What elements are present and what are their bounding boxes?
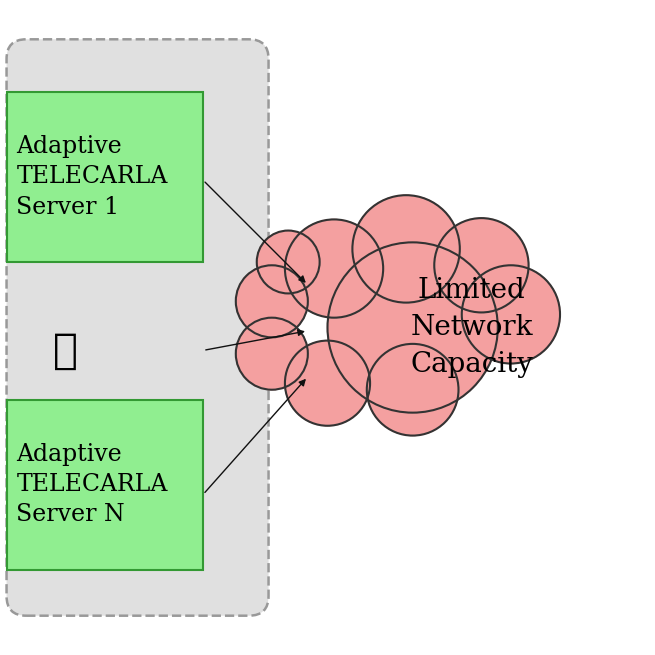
Circle shape (328, 242, 498, 413)
Circle shape (434, 218, 529, 312)
Circle shape (236, 318, 308, 390)
Text: Limited
Network
Capacity: Limited Network Capacity (410, 276, 533, 379)
Circle shape (236, 265, 308, 337)
Circle shape (352, 195, 460, 303)
Text: Adaptive
TELECARLA
Server N: Adaptive TELECARLA Server N (16, 443, 168, 527)
Circle shape (257, 231, 320, 293)
FancyBboxPatch shape (7, 400, 203, 570)
Circle shape (462, 265, 560, 364)
Circle shape (285, 219, 383, 318)
Circle shape (367, 344, 458, 436)
Text: Adaptive
TELECARLA
Server 1: Adaptive TELECARLA Server 1 (16, 135, 168, 219)
Text: ⋮: ⋮ (53, 329, 78, 371)
FancyBboxPatch shape (7, 39, 269, 616)
FancyBboxPatch shape (7, 92, 203, 262)
Circle shape (285, 341, 370, 426)
